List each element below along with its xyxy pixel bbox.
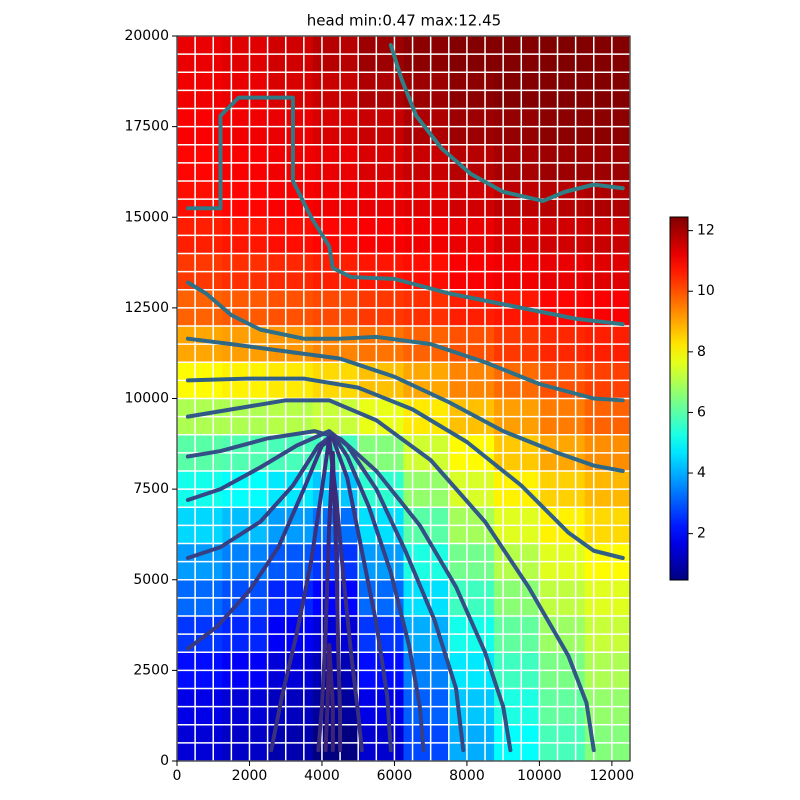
y-tick-label: 0 — [160, 753, 169, 769]
x-tick-label: 12000 — [590, 768, 635, 784]
model-grid — [176, 35, 631, 762]
y-tick-label: 7500 — [133, 481, 169, 497]
contour-line — [388, 43, 625, 203]
colorbar-tick-label: 12 — [697, 223, 715, 239]
chart-title: head min:0.47 max:12.45 — [307, 12, 501, 30]
colorbar-tick-label: 2 — [697, 526, 706, 542]
x-tick-label: 8000 — [449, 768, 485, 784]
contour-line — [185, 429, 466, 753]
contour-line — [269, 436, 364, 753]
colorbar-tick-label: 8 — [697, 344, 706, 360]
contour-line — [185, 376, 625, 560]
x-tick-label: 0 — [173, 768, 182, 784]
colorbar-tick-label: 6 — [697, 404, 706, 420]
contour-line — [185, 432, 426, 753]
x-tick-label: 4000 — [304, 768, 340, 784]
contour-line — [185, 280, 625, 403]
y-tick-label: 12500 — [124, 300, 169, 316]
colorbar-tick-label: 10 — [697, 283, 715, 299]
contour-line — [323, 643, 335, 753]
y-tick-label: 10000 — [124, 391, 169, 407]
y-tick-label: 15000 — [124, 209, 169, 225]
contour-line — [185, 429, 513, 753]
x-tick-label: 6000 — [377, 768, 413, 784]
colorbar-tick-label: 4 — [697, 465, 706, 481]
y-tick-label: 20000 — [124, 28, 169, 44]
y-tick-label: 17500 — [124, 119, 169, 135]
colorbar — [669, 216, 689, 581]
x-tick-label: 10000 — [517, 768, 562, 784]
y-tick-label: 5000 — [133, 572, 169, 588]
contour-line — [185, 336, 625, 473]
y-tick-label: 2500 — [133, 662, 169, 678]
contour-line — [185, 398, 596, 753]
x-tick-label: 2000 — [232, 768, 268, 784]
contour-line — [185, 95, 625, 327]
contour-line — [316, 450, 343, 753]
